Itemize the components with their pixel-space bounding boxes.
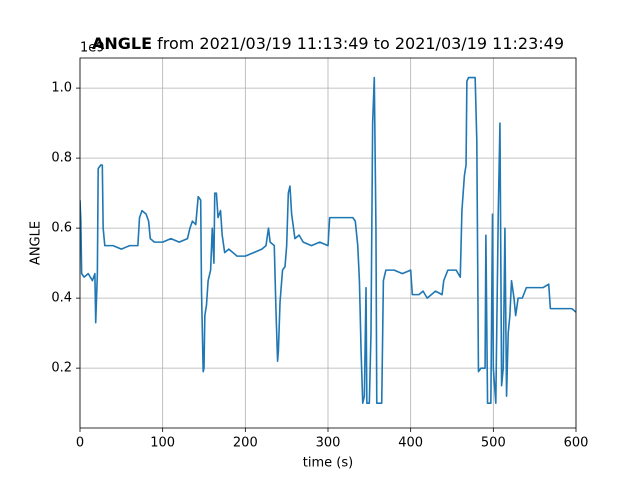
chart-title: ANGLE from 2021/03/19 11:13:49 to 2021/0… [92,34,564,53]
y-tick-label: 0.6 [51,221,72,236]
x-tick-label: 300 [316,436,341,451]
data-line [80,76,576,404]
offset-label: 1e9 [80,41,105,56]
x-tick-label: 100 [150,436,175,451]
y-tick-label: 0.8 [51,151,72,166]
title-rest: from 2021/03/19 11:13:49 to 2021/03/19 1… [157,34,564,53]
x-tick-label: 500 [481,436,506,451]
title-bold: ANGLE [92,34,152,53]
y-axis-label: ANGLE [29,221,44,265]
x-tick-label: 400 [398,436,423,451]
x-tick-label: 0 [76,436,84,451]
y-tick-label: 0.2 [51,361,72,376]
x-axis-label: time (s) [303,456,353,471]
y-tick-label: 1.0 [51,81,72,96]
plot-frame [79,57,577,429]
x-tick-label: 600 [564,436,589,451]
y-tick-label: 0.4 [51,291,72,306]
x-tick-label: 200 [233,436,258,451]
